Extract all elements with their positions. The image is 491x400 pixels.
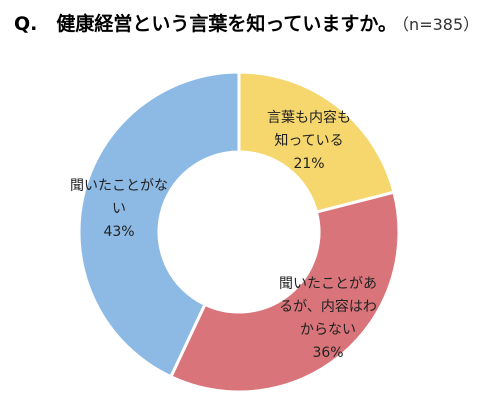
donut-slices (77, 70, 401, 394)
slice-category-label-3: 聞いたことがな (70, 178, 168, 194)
donut-slice-1 (237, 70, 396, 214)
slice-value-label-1: 21% (293, 156, 324, 172)
chart-title: Q. 健康経営という言葉を知っていますか。 （n=385） (14, 10, 484, 38)
donut-slice-3 (77, 70, 241, 379)
slice-category-label-1: 言葉も内容も (267, 109, 351, 126)
slice-value-label-3: 43% (103, 224, 134, 240)
slice-value-label-2: 36% (312, 345, 343, 361)
slice-category-label-3: い (112, 201, 126, 217)
slice-category-label-2: 聞いたことがあ (279, 276, 377, 292)
sample-size: （n=385） (401, 15, 480, 34)
slice-category-label-2: るが、内容はわ (279, 298, 377, 315)
slice-category-label-1: 知っている (274, 132, 343, 149)
question-text: Q. 健康経営という言葉を知っていますか。 (14, 13, 398, 35)
donut-slice-2 (168, 190, 401, 394)
slice-category-label-2: からない (300, 322, 356, 338)
